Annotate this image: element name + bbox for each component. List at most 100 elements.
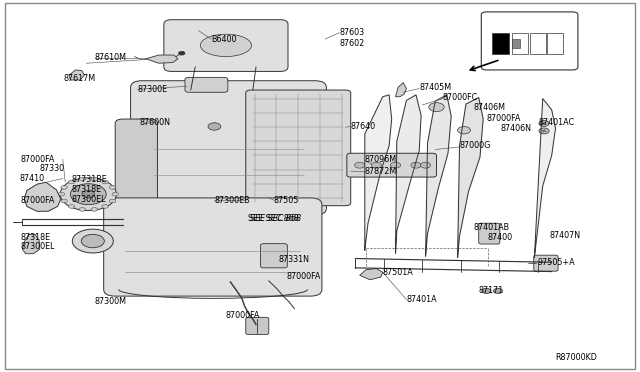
Circle shape [429,103,444,112]
FancyBboxPatch shape [115,119,157,210]
FancyBboxPatch shape [131,81,326,215]
Circle shape [91,208,97,211]
Polygon shape [22,234,40,254]
Polygon shape [365,95,392,250]
Circle shape [109,199,116,203]
FancyBboxPatch shape [185,77,228,92]
Text: 87617M: 87617M [64,74,96,83]
Polygon shape [146,55,178,63]
Circle shape [390,162,401,168]
Polygon shape [458,97,483,257]
Text: 87410: 87410 [19,174,44,183]
Text: 87300EL: 87300EL [72,195,106,203]
Circle shape [61,186,67,189]
Circle shape [371,162,381,168]
Circle shape [420,162,431,168]
Circle shape [91,177,97,181]
Polygon shape [426,95,451,256]
Polygon shape [396,83,406,97]
Text: 87401AC: 87401AC [539,118,575,126]
Text: 87401A: 87401A [406,295,437,304]
Text: 87872M: 87872M [365,167,397,176]
Circle shape [493,288,502,294]
FancyBboxPatch shape [164,20,288,71]
Circle shape [109,186,116,189]
Text: 87000FA: 87000FA [20,196,55,205]
Text: 87300E: 87300E [138,85,168,94]
Circle shape [79,177,86,181]
Polygon shape [69,70,84,80]
Circle shape [68,180,75,184]
Text: 87603: 87603 [339,28,364,37]
Circle shape [208,123,221,130]
Circle shape [355,162,365,168]
Circle shape [539,128,549,134]
Text: 87731BE: 87731BE [72,175,108,184]
Text: 87640: 87640 [351,122,376,131]
Text: SEE SEC.868: SEE SEC.868 [248,214,299,223]
Circle shape [276,197,287,203]
Circle shape [102,205,108,208]
Text: 87000FA: 87000FA [20,155,55,164]
Text: 87400: 87400 [488,233,513,242]
Circle shape [458,126,470,134]
FancyBboxPatch shape [246,317,269,334]
Text: 87171: 87171 [479,286,504,295]
Circle shape [482,288,491,294]
Text: 87000FA: 87000FA [486,114,521,123]
Text: 87401AB: 87401AB [474,223,509,232]
Circle shape [72,229,113,253]
Text: 87505: 87505 [274,196,300,205]
Text: 87501A: 87501A [383,268,413,277]
Text: 87000FC: 87000FC [443,93,478,102]
Text: 97505+A: 97505+A [538,258,575,267]
Bar [512,33,528,54]
Text: 87406N: 87406N [500,124,531,133]
Text: 87300EL: 87300EL [20,242,55,251]
Text: 87406M: 87406M [474,103,506,112]
Polygon shape [24,182,61,211]
FancyBboxPatch shape [260,244,287,268]
Circle shape [79,208,86,211]
Text: 87331N: 87331N [278,255,309,264]
Circle shape [112,192,118,196]
Ellipse shape [200,34,252,57]
FancyBboxPatch shape [246,90,351,206]
Text: 87300M: 87300M [95,297,127,306]
FancyBboxPatch shape [104,198,322,296]
Text: 87610M: 87610M [95,53,127,62]
FancyBboxPatch shape [481,12,578,70]
Circle shape [60,178,116,211]
Text: 87096M: 87096M [365,155,397,164]
Circle shape [539,121,549,126]
Text: R87000KD: R87000KD [556,353,597,362]
Text: 87000FA: 87000FA [287,272,321,280]
FancyBboxPatch shape [534,255,558,271]
Circle shape [68,205,75,208]
Circle shape [179,51,185,55]
Circle shape [81,234,104,248]
Polygon shape [534,99,556,257]
Circle shape [82,190,95,198]
Circle shape [411,162,421,168]
Text: 87318E: 87318E [72,185,102,194]
Bar [512,39,520,48]
Text: 87000G: 87000G [460,141,491,150]
Text: 87000FA: 87000FA [225,311,260,320]
Bar [492,33,509,54]
FancyBboxPatch shape [347,153,436,177]
Text: 87405M: 87405M [419,83,451,92]
Polygon shape [396,95,421,253]
Text: 87300EB: 87300EB [214,196,250,205]
Bar [530,33,546,54]
Text: 87407N: 87407N [549,231,580,240]
Circle shape [102,180,108,184]
Polygon shape [360,269,383,280]
Text: 87600N: 87600N [140,118,170,126]
Text: B6400: B6400 [211,35,237,44]
Circle shape [58,192,65,196]
Text: SEE SEC.868: SEE SEC.868 [250,214,301,223]
Circle shape [61,199,67,203]
Bar [547,33,563,54]
Text: 87602: 87602 [339,39,364,48]
